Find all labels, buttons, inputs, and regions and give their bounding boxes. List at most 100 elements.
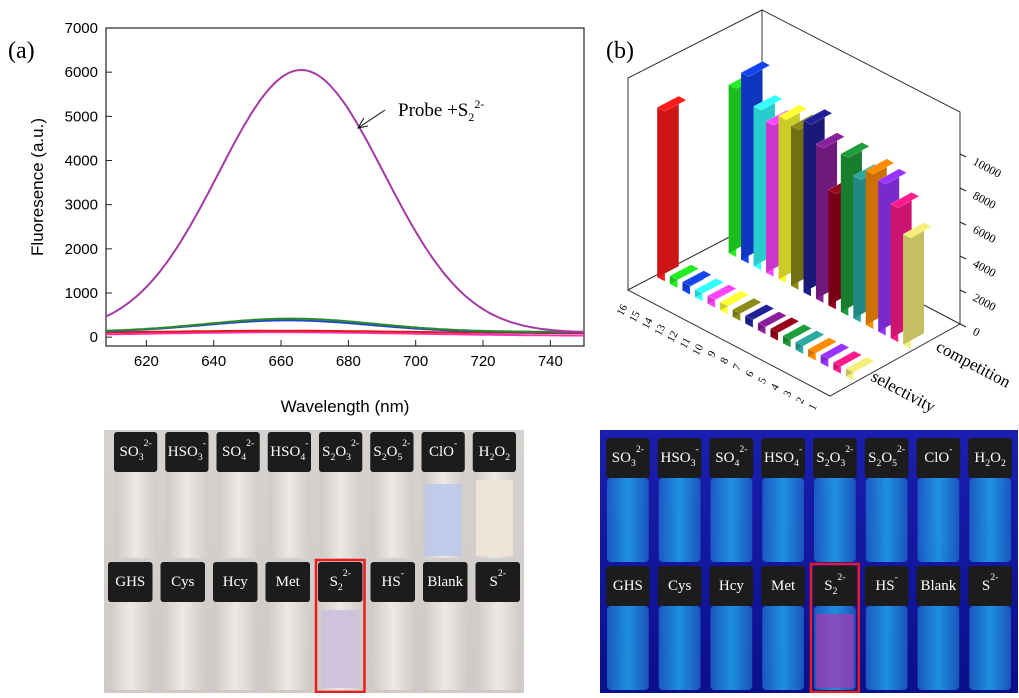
category-tick-label: 5 bbox=[756, 375, 769, 386]
vial-label: H2O2 bbox=[974, 450, 1006, 469]
z-tick-label: 10000 bbox=[971, 154, 1004, 180]
bars bbox=[656, 61, 933, 381]
bar bbox=[707, 284, 737, 308]
vial-label: HS- bbox=[382, 568, 404, 590]
vial: S2O32- bbox=[813, 438, 857, 562]
category-tick-label: 3 bbox=[781, 388, 794, 399]
fluorescence-chart: (a) 0 1000 2000 3000 4000 5000 6000 7000 620 640… bbox=[8, 20, 585, 416]
x-tick-label: 700 bbox=[403, 353, 428, 370]
vial: Blank bbox=[916, 566, 961, 690]
vial-label: ClO- bbox=[924, 444, 952, 466]
vial-label: SO42- bbox=[715, 444, 747, 469]
vial: S2- bbox=[968, 566, 1012, 690]
bar bbox=[820, 343, 850, 368]
vial: ClO- bbox=[421, 432, 465, 558]
y-axis-title: Fluoresence (a.u.) bbox=[28, 118, 47, 256]
x-tick-label: 620 bbox=[134, 353, 159, 370]
vial-label: HSO3- bbox=[168, 438, 206, 463]
annotation-arrow bbox=[357, 109, 386, 129]
vial-label: S2O32- bbox=[322, 438, 359, 463]
vial-label: H2O2 bbox=[479, 444, 511, 463]
category-tick-label: 6 bbox=[743, 368, 756, 379]
vial: HSO3- bbox=[657, 438, 702, 562]
category-tick-label: 1 bbox=[807, 402, 820, 412]
probe-annotation: Probe +S22- bbox=[398, 97, 484, 124]
vial-label: S2- bbox=[490, 568, 506, 590]
vial: SO32- bbox=[114, 432, 158, 558]
vial: Cys bbox=[160, 562, 205, 690]
category-tick-label: 9 bbox=[706, 348, 719, 359]
vial-label: SO32- bbox=[612, 444, 644, 469]
category-tick-label: 12 bbox=[665, 329, 681, 344]
vial-label: Hcy bbox=[223, 574, 248, 590]
y-tick-label: 2000 bbox=[65, 241, 98, 258]
bar bbox=[807, 337, 838, 361]
row-label-competition: competition bbox=[933, 337, 1014, 392]
bar bbox=[744, 304, 775, 328]
z-tick-label: 4000 bbox=[971, 256, 999, 280]
vial: HSO4- bbox=[267, 432, 311, 558]
z-tick bbox=[959, 255, 967, 260]
x-tick-label: 660 bbox=[269, 353, 294, 370]
z-tick bbox=[959, 323, 967, 328]
vial: Met bbox=[761, 566, 805, 690]
panel-a-label: (a) bbox=[8, 38, 35, 64]
z-tick bbox=[959, 153, 967, 158]
vial: Met bbox=[265, 562, 310, 690]
bar bbox=[769, 317, 800, 341]
bar bbox=[832, 350, 863, 374]
vial: HSO3- bbox=[165, 432, 209, 558]
spectrum-line bbox=[106, 331, 585, 337]
right-bottom-vials: GHS Cys Hcy Met S22- HS- Blank S2- bbox=[606, 562, 1012, 694]
x-tick-label: 740 bbox=[538, 353, 563, 370]
x-axis-title: Wavelength (nm) bbox=[281, 397, 410, 416]
z-tick bbox=[959, 187, 967, 192]
bar bbox=[669, 264, 700, 288]
vial: S2- bbox=[475, 562, 520, 690]
vial: H2O2 bbox=[968, 438, 1012, 562]
x-tick-label: 720 bbox=[470, 353, 495, 370]
annotation-arrowhead bbox=[356, 117, 369, 129]
y-tick-label: 5000 bbox=[65, 108, 98, 125]
spectrum-line bbox=[105, 68, 585, 333]
z-tick bbox=[959, 221, 967, 226]
vial: H2O2 bbox=[472, 432, 516, 558]
left-bottom-vials: GHS Cys Hcy Met S22- HS- Blank S2- bbox=[108, 558, 520, 694]
y-tick-label: 0 bbox=[90, 329, 98, 346]
vial-label: S2O32- bbox=[816, 444, 853, 469]
vial-label: GHS bbox=[613, 578, 643, 594]
vial-label: Blank bbox=[920, 578, 956, 594]
vial-label: S22- bbox=[330, 568, 351, 593]
bar bbox=[757, 311, 788, 335]
vial: Hcy bbox=[709, 566, 754, 690]
category-tick-label: 7 bbox=[731, 362, 744, 373]
left-top-vials: SO32- HSO3- SO42- HSO4- S2O32- S2O52- ClO- H2O2 bbox=[114, 432, 516, 558]
vial: HS- bbox=[864, 566, 909, 690]
uv-photo: SO32- HSO3- SO42- HSO4- S2O32- S2O52- ClO- H2O2… bbox=[600, 430, 1018, 694]
category-tick-label: 10 bbox=[690, 342, 706, 358]
y-tick-label: 4000 bbox=[65, 153, 98, 170]
vial-label: Met bbox=[276, 574, 301, 590]
vial: S2O52- bbox=[864, 438, 909, 562]
vial: S22- bbox=[314, 558, 366, 694]
vial-label: S22- bbox=[824, 572, 845, 597]
vial: HS- bbox=[370, 562, 415, 690]
z-tick-label: 2000 bbox=[971, 290, 999, 314]
category-tick-label: 8 bbox=[718, 355, 731, 366]
plot-frame-a bbox=[105, 27, 585, 347]
vial: S2O52- bbox=[370, 432, 414, 558]
bar bbox=[902, 222, 933, 349]
category-tick-label: 11 bbox=[678, 336, 694, 351]
x-tick-label: 640 bbox=[201, 353, 226, 370]
vial: Blank bbox=[423, 562, 468, 690]
bar bbox=[719, 290, 750, 315]
vial-label: Cys bbox=[668, 578, 692, 594]
y-tick-label: 7000 bbox=[65, 20, 98, 37]
daylight-photo: SO32- HSO3- SO42- HSO4- S2O32- S2O52- ClO- H2O2… bbox=[104, 430, 524, 694]
spectra-lines bbox=[105, 68, 585, 337]
vial-label: Blank bbox=[427, 574, 463, 590]
vial: ClO- bbox=[916, 438, 961, 562]
z-tick-label: 8000 bbox=[971, 188, 999, 212]
vial-label: HSO4- bbox=[270, 438, 308, 463]
highlight-box bbox=[314, 558, 366, 694]
